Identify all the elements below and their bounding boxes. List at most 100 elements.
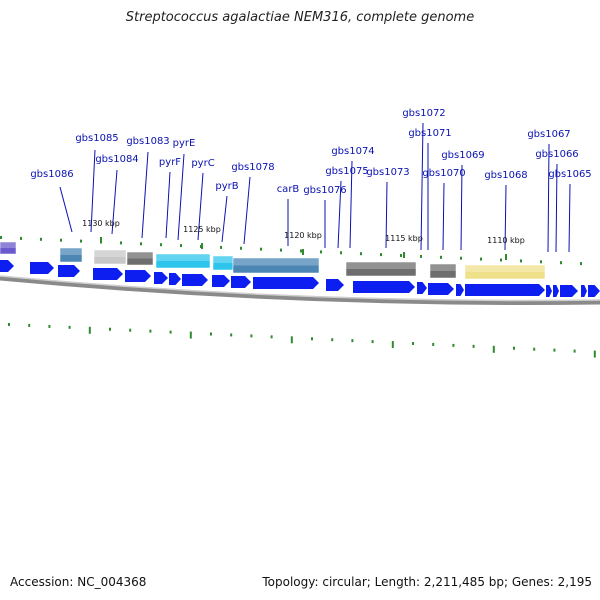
minor-tick	[540, 260, 542, 264]
cds-arrow	[154, 272, 168, 284]
gene-label-gbs1065: gbs1065	[548, 169, 591, 180]
label-leader-line	[568, 183, 571, 253]
cds-arrow	[30, 262, 54, 274]
cds-arrow	[546, 285, 552, 297]
inner-minor-tick	[169, 330, 172, 334]
inner-minor-tick	[68, 325, 71, 329]
gene-label-gbs1072: gbs1072	[402, 108, 445, 119]
label-leader-line	[243, 176, 251, 245]
cds-track	[0, 260, 600, 297]
feature-rect	[155, 253, 211, 269]
feature-rect	[93, 249, 127, 265]
inner-minor-tick	[412, 342, 414, 345]
backbone-line	[0, 275, 600, 305]
feature-rect	[232, 257, 320, 274]
tick-label: 1130 kbp	[82, 219, 120, 228]
inner-major-tick	[492, 345, 495, 353]
feature-block	[0, 241, 17, 255]
backbone-track	[0, 275, 600, 305]
label-leader-line	[504, 184, 507, 251]
inner-minor-tick	[250, 334, 253, 338]
page-title: Streptococcus agalactiae NEM316, complet…	[125, 10, 475, 25]
gene-label-pyrF: pyrF	[159, 157, 181, 168]
major-tick	[403, 252, 405, 258]
feature-block	[464, 264, 546, 280]
feature-block	[429, 263, 457, 279]
minor-tick	[340, 251, 342, 255]
feature-highlight	[127, 252, 153, 259]
inner-major-tick	[189, 331, 192, 339]
minor-tick	[380, 253, 382, 257]
feature-block	[212, 255, 234, 271]
inner-minor-tick	[432, 342, 435, 346]
feature-rect	[429, 263, 457, 279]
minor-tick	[0, 236, 2, 239]
label-leader-line	[177, 153, 185, 241]
label-leader-line	[90, 149, 96, 233]
cds-arrow	[560, 285, 578, 297]
cds-arrow	[169, 273, 181, 285]
feature-highlight	[94, 250, 126, 257]
label-leader-line	[385, 181, 388, 249]
minor-tick	[280, 248, 282, 252]
label-leader-line	[197, 172, 204, 241]
scale-ticks-layer: 1130 kbp 1125 kbp 1120 kbp 1115 kbp 1110 kbp	[0, 219, 582, 266]
label-leader-line	[337, 180, 342, 249]
cds-arrow	[253, 277, 319, 289]
gene-label-gbs1075: gbs1075	[325, 166, 368, 177]
gene-label-gbs1073: gbs1073	[366, 167, 409, 178]
feature-rect	[345, 261, 417, 277]
gene-label-gbs1067: gbs1067	[527, 129, 570, 140]
cds-arrow	[417, 282, 427, 294]
feature-block	[345, 261, 417, 277]
major-tick	[100, 237, 102, 243]
cds-arrow	[456, 284, 464, 296]
feature-rect	[464, 264, 546, 280]
feature-highlight	[213, 256, 233, 263]
label-leader-line	[141, 151, 149, 239]
label-leader-line	[460, 164, 463, 251]
minor-tick	[460, 256, 462, 260]
inner-minor-tick	[48, 324, 51, 328]
inner-minor-tick	[533, 347, 536, 351]
major-tick	[302, 249, 304, 255]
minor-tick	[200, 245, 202, 248]
minor-tick	[300, 249, 302, 253]
cds-arrow	[588, 285, 600, 297]
cds-arrow	[326, 279, 344, 291]
gene-label-gbs1066: gbs1066	[535, 149, 578, 160]
inner-minor-tick	[28, 323, 31, 327]
cds-arrow	[58, 265, 80, 277]
feature-highlight	[0, 242, 16, 248]
minor-tick	[80, 239, 82, 243]
minor-tick	[160, 243, 162, 247]
genome-summary-text: Topology: circular; Length: 2,211,485 bp…	[262, 575, 592, 589]
minor-tick	[120, 241, 122, 245]
feature-block	[155, 253, 211, 269]
inner-minor-tick	[210, 332, 212, 336]
minor-tick	[320, 250, 322, 254]
cds-arrow	[231, 276, 251, 288]
gene-label-pyrC: pyrC	[191, 158, 214, 169]
inner-major-tick	[593, 350, 596, 358]
inner-minor-tick	[331, 338, 334, 342]
feature-track	[0, 241, 546, 280]
inner-major-tick	[391, 341, 394, 349]
cds-arrow	[0, 260, 14, 272]
feature-highlight	[233, 258, 319, 266]
gene-label-gbs1085: gbs1085	[75, 133, 118, 144]
gene-label-gbs1078: gbs1078	[231, 162, 274, 173]
gene-label-gbs1084: gbs1084	[95, 154, 138, 165]
inner-minor-tick	[129, 328, 132, 332]
label-leader-line	[111, 169, 118, 235]
minor-tick	[180, 244, 182, 248]
minor-tick	[40, 237, 42, 241]
minor-tick	[520, 259, 522, 263]
minor-tick	[60, 238, 62, 242]
inner-minor-tick	[553, 348, 556, 352]
inner-major-tick	[88, 326, 91, 334]
feature-rect	[0, 241, 17, 255]
minor-tick	[220, 245, 222, 249]
inner-minor-tick	[452, 343, 455, 347]
